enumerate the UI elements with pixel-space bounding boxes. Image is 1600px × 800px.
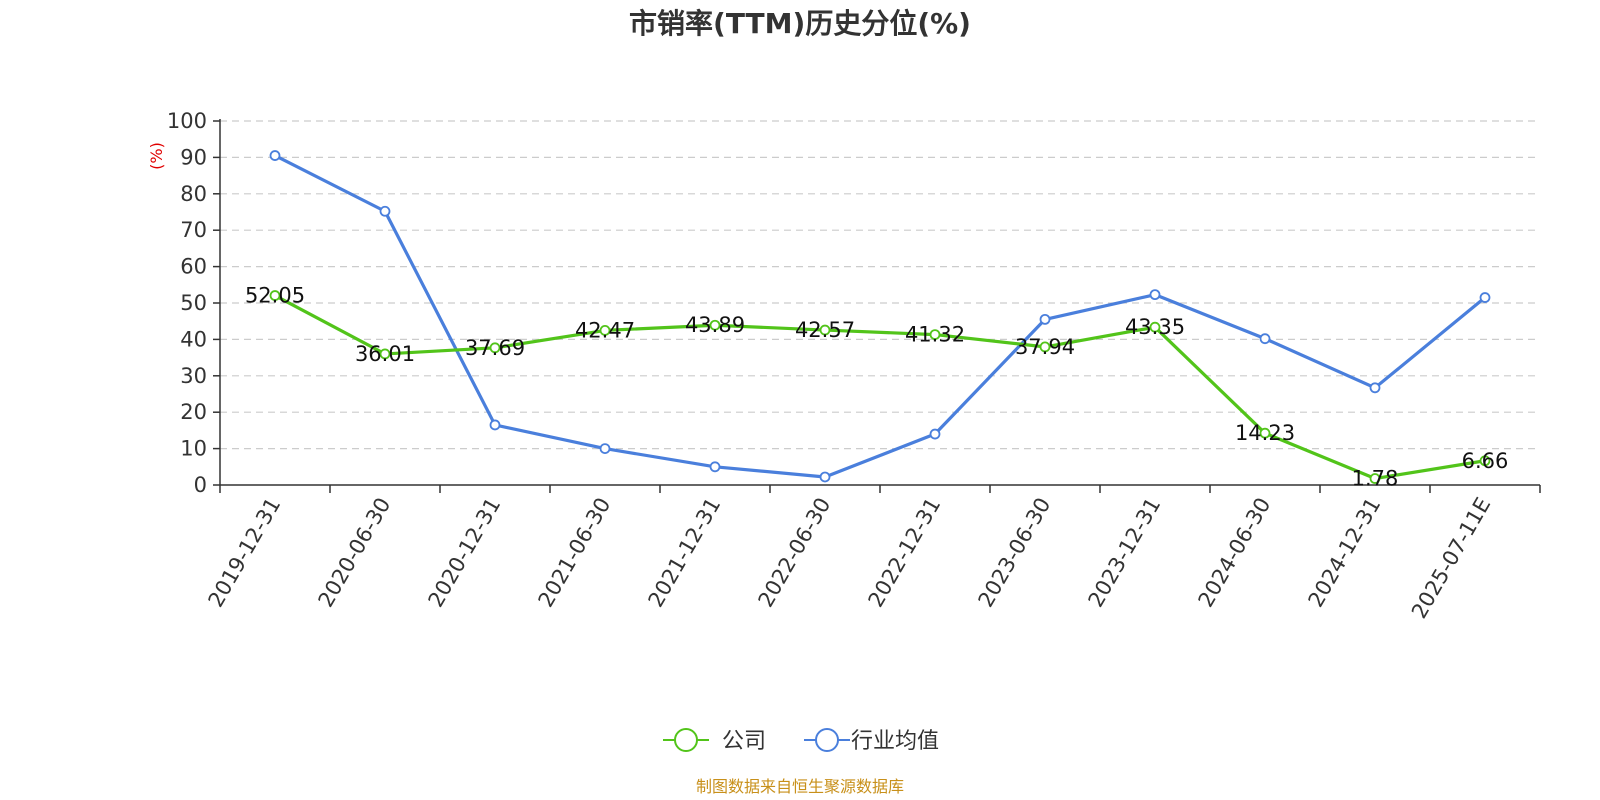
data-point[interactable] (599, 325, 611, 336)
y-tick-label: 60 (180, 255, 207, 279)
data-point[interactable] (489, 342, 501, 354)
x-tick-label: 2021-12-31 (644, 494, 726, 612)
data-label: 43.89 (685, 313, 745, 337)
chart-title: 市销率(TTM)历史分位(%) (629, 7, 971, 40)
y-tick-label: 20 (180, 400, 207, 424)
data-point[interactable] (599, 443, 611, 455)
data-point[interactable] (819, 471, 831, 483)
data-point[interactable] (489, 419, 501, 431)
data-point[interactable] (269, 290, 281, 301)
y-tick-label: 30 (180, 364, 207, 388)
data-label: 52.05 (245, 284, 305, 308)
series-layer (269, 150, 1491, 484)
data-label: 36.01 (355, 342, 415, 366)
data-label: 37.94 (1015, 335, 1075, 359)
data-point[interactable] (1479, 455, 1491, 467)
data-point[interactable] (1039, 341, 1051, 353)
data-point[interactable] (379, 348, 391, 360)
x-tick-label: 2020-06-30 (314, 494, 396, 612)
data-point[interactable] (929, 428, 941, 440)
y-tick-label: 70 (180, 218, 207, 242)
data-point[interactable] (819, 324, 831, 336)
data-label: 1.78 (1352, 467, 1399, 491)
y-tick-label: 0 (194, 473, 207, 497)
y-tick-label: 80 (180, 182, 207, 206)
x-tick-label: 2025-07-11E (1407, 494, 1495, 623)
x-tick-label: 2024-06-30 (1194, 494, 1276, 612)
data-label: 42.57 (795, 318, 855, 342)
y-tick-label: 100 (167, 109, 207, 133)
x-tick-label: 2021-06-30 (534, 494, 616, 612)
data-point[interactable] (269, 150, 281, 161)
data-point[interactable] (379, 205, 391, 217)
data-label: 14.23 (1235, 421, 1295, 445)
y-axis-label: (%) (147, 142, 166, 170)
data-point[interactable] (929, 329, 941, 340)
data-point[interactable] (709, 319, 721, 331)
data-point[interactable] (709, 461, 721, 473)
series-line-industry-average (274, 154, 1487, 479)
grid-layer (220, 120, 1540, 450)
legend-swatch-marker (815, 728, 839, 752)
x-tick-label: 2023-12-31 (1084, 494, 1166, 612)
data-label: 41.32 (905, 323, 965, 347)
legend: 公司 行业均值 (663, 728, 939, 754)
data-label: 37.69 (465, 336, 525, 360)
x-tick-label: 2022-06-30 (754, 494, 836, 612)
y-tick-label: 10 (180, 437, 207, 461)
data-point[interactable] (1149, 321, 1161, 333)
legend-label[interactable]: 公司 (722, 729, 766, 754)
x-tick-label: 2020-12-31 (424, 494, 506, 612)
legend-swatch-marker (674, 728, 698, 752)
y-tick-label: 50 (180, 291, 207, 315)
x-tick-label: 2024-12-31 (1304, 494, 1386, 612)
y-tick-label: 90 (180, 145, 207, 169)
data-point[interactable] (1039, 313, 1051, 325)
data-point[interactable] (1259, 427, 1271, 439)
y-tick-label: 40 (180, 327, 207, 351)
data-point[interactable] (1479, 292, 1491, 303)
x-tick-label: 2022-12-31 (864, 494, 946, 612)
x-tick-label: 2023-06-30 (974, 494, 1056, 612)
x-tick-label: 2019-12-31 (204, 494, 286, 612)
data-label-layer: 52.05 36.01 37.69 42.47 43.89 42.57 41.32 37.94… (245, 284, 1508, 491)
legend-label[interactable]: 行业均值 (851, 729, 939, 754)
series-line-company (274, 294, 1486, 481)
data-point[interactable] (1369, 382, 1381, 394)
data-label: 43.35 (1125, 315, 1185, 339)
data-label: 6.66 (1462, 449, 1509, 473)
source-note: 制图数据来自恒生聚源数据库 (696, 777, 904, 796)
data-point[interactable] (1259, 333, 1271, 345)
data-label: 42.47 (575, 318, 635, 342)
data-point[interactable] (1149, 289, 1161, 301)
data-point[interactable] (1369, 473, 1381, 484)
